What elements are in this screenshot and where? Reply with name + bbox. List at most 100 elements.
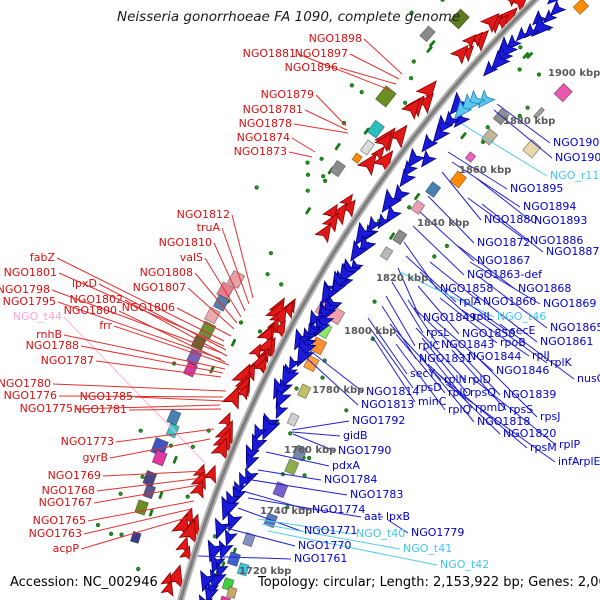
gene-arrow-reverse xyxy=(542,9,558,24)
gene-label: NGO1849 xyxy=(423,311,476,324)
callout-line xyxy=(95,360,222,378)
gene-label: rpsL xyxy=(426,326,450,339)
gene-label: secE xyxy=(510,324,536,337)
callout-line xyxy=(471,291,538,343)
tick-label: 1900 kbp xyxy=(548,68,600,79)
callout-line xyxy=(499,323,575,380)
gene-label: acpP xyxy=(53,542,80,555)
callout-line xyxy=(467,197,528,242)
gene-label: NGO1896 xyxy=(285,61,338,74)
feature-box-outer xyxy=(142,483,157,500)
gene-label: NGO1776 xyxy=(4,389,57,402)
gene-label: NGO1768 xyxy=(42,484,95,497)
gene-label: secY xyxy=(410,367,436,380)
feature-dash xyxy=(460,132,467,140)
gene-arrow-forward xyxy=(160,579,174,597)
gene-label: rplN xyxy=(444,373,467,386)
gene-arrow-forward xyxy=(449,44,469,65)
gene-label: NGO1843 xyxy=(441,338,494,351)
callout-line xyxy=(87,500,195,522)
feature-box-outer xyxy=(329,159,346,178)
callout-line xyxy=(194,272,238,324)
callout-line xyxy=(371,335,416,403)
feature-dot xyxy=(440,0,445,2)
feature-dot xyxy=(525,105,530,110)
gene-label: NGO1798 xyxy=(0,283,50,296)
feature-dot xyxy=(265,272,270,277)
gene-label: NGO1861 xyxy=(540,335,593,348)
feature-dash xyxy=(426,45,433,53)
feature-box-outer xyxy=(449,8,470,30)
feature-dot xyxy=(288,431,293,436)
callout-line xyxy=(473,353,538,418)
feature-dot xyxy=(372,299,377,304)
gene-arrow-forward xyxy=(202,464,216,484)
callout-line xyxy=(451,349,507,411)
feature-dot xyxy=(285,505,290,510)
callout-line xyxy=(304,109,348,131)
gene-arrow-reverse xyxy=(381,188,403,213)
gene-arrow-reverse xyxy=(549,0,567,17)
gene-arrow-reverse xyxy=(314,317,331,338)
callout-line xyxy=(292,433,336,452)
callout-line xyxy=(231,214,254,299)
gene-label: NGO1878 xyxy=(239,117,292,130)
feature-dot xyxy=(517,113,522,119)
callout-line xyxy=(471,377,557,446)
gene-label: NGO1812 xyxy=(177,208,230,221)
feature-box-outer xyxy=(151,449,168,467)
callout-line xyxy=(469,261,541,305)
gene-arrow-forward xyxy=(374,132,393,153)
feature-box-inner xyxy=(553,82,573,103)
gene-label: NGO1895 xyxy=(510,182,563,195)
gene-label: NGO1783 xyxy=(350,488,403,501)
feature-dot xyxy=(95,522,101,528)
feature-dot xyxy=(136,566,141,572)
gene-arrow-reverse xyxy=(515,26,531,42)
feature-dot xyxy=(480,139,486,144)
gene-arrow-reverse xyxy=(399,168,417,188)
gene-arrow-reverse xyxy=(505,33,522,51)
feature-dot xyxy=(518,45,523,50)
feature-dot xyxy=(485,125,490,130)
gene-arrow-forward xyxy=(479,12,500,33)
callout-line xyxy=(363,38,403,75)
gene-arrow-forward xyxy=(178,519,197,545)
feature-dot xyxy=(408,76,414,81)
feature-box-outer xyxy=(134,499,149,516)
feature-dot xyxy=(517,67,522,72)
feature-box-outer xyxy=(204,306,221,325)
callout-line xyxy=(457,245,516,290)
callout-line xyxy=(83,508,192,535)
callout-line xyxy=(419,271,470,318)
feature-box-inner xyxy=(572,0,590,15)
feature-dash xyxy=(172,455,178,464)
callout-line xyxy=(80,516,190,550)
gene-arrow-reverse xyxy=(281,364,300,389)
callout-line xyxy=(267,530,438,566)
gene-arrow-reverse xyxy=(421,133,439,153)
gene-label: NGO1775 xyxy=(20,402,73,415)
gene-arrow-reverse xyxy=(523,22,540,39)
tick-label: 1780 kbp xyxy=(312,385,364,396)
gene-label: NGO1779 xyxy=(411,526,464,539)
gene-label: NGO1761 xyxy=(294,552,347,565)
gene-arrow-reverse xyxy=(215,561,229,580)
tick-label: 1820 kbp xyxy=(376,273,428,284)
feature-dot xyxy=(409,10,414,15)
callout-line xyxy=(257,518,354,535)
callout-line xyxy=(461,123,548,177)
callout-line xyxy=(421,337,468,394)
feature-dot xyxy=(185,494,190,499)
feature-dash xyxy=(148,508,154,517)
callout-line xyxy=(395,343,446,411)
feature-dot xyxy=(294,386,299,391)
callout-line xyxy=(419,211,475,262)
gene-label: NGO1894 xyxy=(523,200,576,213)
feature-box-inner xyxy=(522,138,542,159)
callout-line xyxy=(385,295,416,347)
gene-label: fabZ xyxy=(30,251,56,264)
gene-arrow-reverse xyxy=(204,584,219,600)
gene-label: NGO1886 xyxy=(530,234,583,247)
callout-line xyxy=(439,297,498,344)
